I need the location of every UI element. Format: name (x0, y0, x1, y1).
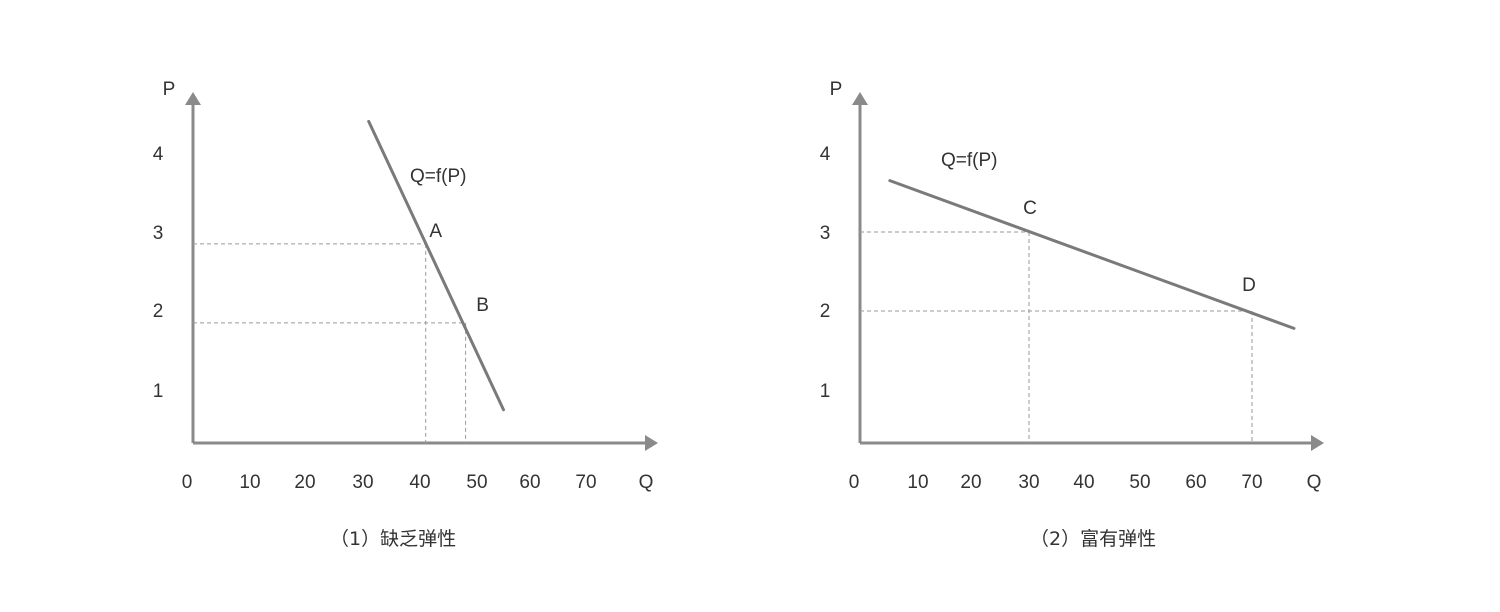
y-tick-label: 3 (153, 223, 164, 244)
x-tick-label: 40 (1073, 472, 1094, 493)
curve-label: Q=f(P) (410, 166, 466, 187)
y-axis-title: P (830, 79, 843, 100)
x-tick-label: 0 (849, 472, 860, 493)
y-tick-label: 2 (153, 301, 164, 322)
x-tick-label: 30 (1018, 472, 1039, 493)
x-axis-title: Q (1307, 472, 1322, 493)
point-label-a: A (429, 221, 442, 242)
y-tick-label: 3 (820, 223, 831, 244)
chart-inelastic: P Q 0 10 20 30 40 50 60 70 1 2 3 4 Q=f(P) A B (153, 79, 658, 493)
x-tick-label: 60 (1185, 472, 1206, 493)
y-axis-arrow (185, 92, 201, 105)
y-axis-title: P (163, 79, 176, 100)
x-tick-label: 60 (519, 472, 540, 493)
x-tick-label: 10 (907, 472, 928, 493)
x-tick-label: 70 (575, 472, 596, 493)
y-tick-label: 4 (153, 144, 164, 165)
chart-caption-elastic: （2）富有弹性 (1030, 528, 1157, 550)
x-axis-arrow (645, 435, 658, 451)
x-tick-label: 70 (1241, 472, 1262, 493)
point-label-d: D (1242, 275, 1256, 296)
y-tick-label: 4 (820, 144, 831, 165)
chart-elastic: P Q 0 10 20 30 40 50 60 70 1 2 3 4 Q=f(P) C D (820, 79, 1324, 493)
x-tick-label: 0 (182, 472, 193, 493)
x-tick-label: 10 (239, 472, 260, 493)
demand-curve (367, 119, 505, 412)
x-axis-arrow (1311, 435, 1324, 451)
x-tick-label: 40 (409, 472, 430, 493)
point-label-b: B (476, 295, 489, 316)
point-label-c: C (1023, 198, 1037, 219)
x-tick-label: 50 (1129, 472, 1150, 493)
x-tick-label: 20 (294, 472, 315, 493)
x-axis-title: Q (639, 472, 654, 493)
y-axis-arrow (852, 92, 868, 105)
x-tick-label: 50 (466, 472, 487, 493)
y-tick-label: 1 (153, 381, 164, 402)
y-tick-label: 2 (820, 301, 831, 322)
x-tick-label: 30 (352, 472, 373, 493)
y-tick-label: 1 (820, 381, 831, 402)
demand-curve (888, 179, 1296, 330)
curve-label: Q=f(P) (941, 150, 997, 171)
x-tick-label: 20 (960, 472, 981, 493)
chart-caption-inelastic: （1）缺乏弹性 (330, 528, 457, 550)
